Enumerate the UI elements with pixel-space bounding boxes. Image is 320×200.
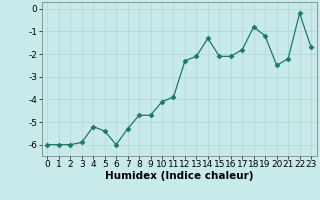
X-axis label: Humidex (Indice chaleur): Humidex (Indice chaleur) xyxy=(105,171,253,181)
